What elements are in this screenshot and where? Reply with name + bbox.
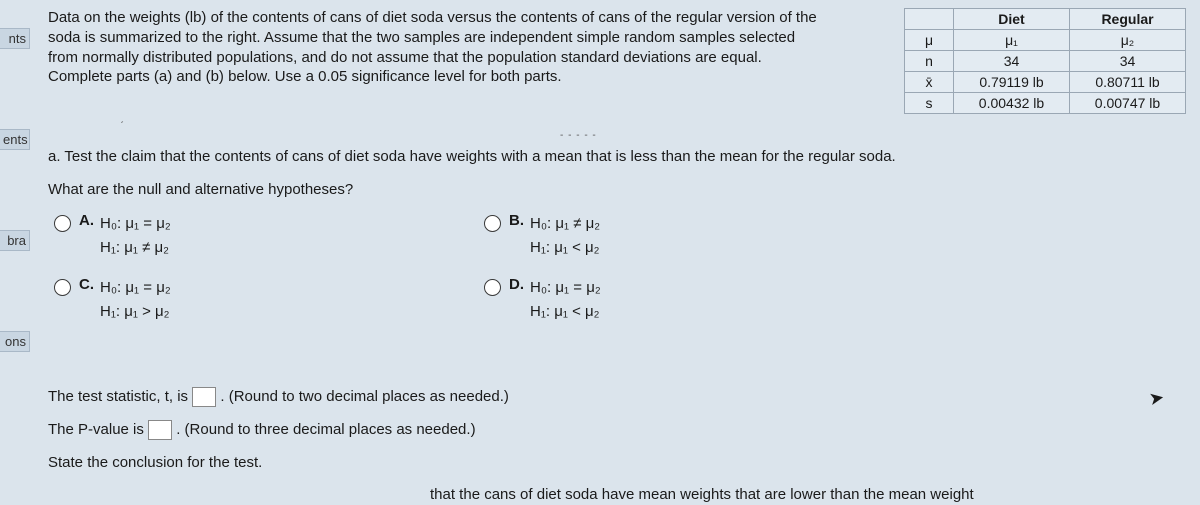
option-a[interactable]: A. H₀: μ₁ = μ₂ H₁: μ₁ ≠ μ₂ <box>54 212 484 260</box>
table-cell: 0.00747 lb <box>1070 93 1186 114</box>
option-d[interactable]: D. H₀: μ₁ = μ₂ H₁: μ₁ < μ₂ <box>484 276 914 324</box>
table-cell: 0.79119 lb <box>954 72 1070 93</box>
option-b[interactable]: B. H₀: μ₁ ≠ μ₂ H₁: μ₁ < μ₂ <box>484 212 914 260</box>
pval-pre: The P-value is <box>48 421 148 438</box>
radio-icon[interactable] <box>484 215 501 232</box>
t-statistic-input[interactable] <box>192 387 216 407</box>
p-value-input[interactable] <box>148 420 172 440</box>
conclusion-prompt: State the conclusion for the test. <box>48 446 509 479</box>
summary-data-table: Diet Regular μ μ₁ μ₂ n 34 34 x̄ 0.79119 … <box>904 8 1186 114</box>
tstat-pre: The test statistic, t, is <box>48 388 192 405</box>
option-h0: H₀: μ₁ = μ₂ <box>100 279 171 296</box>
numeric-answer-section: The test statistic, t, is . (Round to tw… <box>48 380 509 479</box>
table-cell: 34 <box>954 51 1070 72</box>
radio-icon[interactable] <box>54 279 71 296</box>
option-h0: H₀: μ₁ = μ₂ <box>530 279 601 296</box>
table-header-diet: Diet <box>954 9 1070 30</box>
option-c[interactable]: C. H₀: μ₁ = μ₂ H₁: μ₁ > μ₂ <box>54 276 484 324</box>
option-h1: H₁: μ₁ > μ₂ <box>100 303 170 320</box>
option-body: H₀: μ₁ = μ₂ H₁: μ₁ > μ₂ <box>100 276 171 324</box>
option-letter: D. <box>509 276 524 293</box>
table-cell: 0.00432 lb <box>954 93 1070 114</box>
left-tab: ents <box>0 129 30 150</box>
tstat-post: . (Round to two decimal places as needed… <box>220 388 509 405</box>
option-letter: B. <box>509 212 524 229</box>
problem-statement: Data on the weights (lb) of the contents… <box>48 8 828 87</box>
table-row-label: x̄ <box>905 72 954 93</box>
table-cell: μ₂ <box>1070 30 1186 51</box>
option-letter: A. <box>79 212 94 229</box>
page-root: nts ents bra ons Data on the weights (lb… <box>0 0 1200 505</box>
table-cell: 0.80711 lb <box>1070 72 1186 93</box>
hypothesis-options: A. H₀: μ₁ = μ₂ H₁: μ₁ ≠ μ₂ B. H₀: μ₁ ≠ μ… <box>54 212 954 340</box>
hypothesis-question: What are the null and alternative hypoth… <box>48 181 1138 198</box>
part-a-section: a. Test the claim that the contents of c… <box>48 148 1138 340</box>
left-tab-strip: nts ents bra ons <box>0 0 30 432</box>
option-body: H₀: μ₁ = μ₂ H₁: μ₁ ≠ μ₂ <box>100 212 171 260</box>
radio-icon[interactable] <box>54 215 71 232</box>
part-a-intro: a. Test the claim that the contents of c… <box>48 148 1138 165</box>
table-row-label: μ <box>905 30 954 51</box>
option-h0: H₀: μ₁ ≠ μ₂ <box>530 215 600 232</box>
option-body: H₀: μ₁ ≠ μ₂ H₁: μ₁ < μ₂ <box>530 212 600 260</box>
option-h1: H₁: μ₁ ≠ μ₂ <box>100 239 169 256</box>
option-h0: H₀: μ₁ = μ₂ <box>100 215 171 232</box>
mouse-cursor-icon: ➤ <box>1147 387 1166 410</box>
left-tab: ons <box>0 331 30 352</box>
table-header-blank <box>905 9 954 30</box>
p-value-line: The P-value is . (Round to three decimal… <box>48 413 509 446</box>
cursor-tick-mark: ˏ <box>120 112 124 124</box>
table-header-regular: Regular <box>1070 9 1186 30</box>
left-tab: bra <box>0 230 30 251</box>
pval-post: . (Round to three decimal places as need… <box>176 421 475 438</box>
table-row-label: s <box>905 93 954 114</box>
section-divider-dots: - - - - - <box>560 130 597 141</box>
table-row-label: n <box>905 51 954 72</box>
option-body: H₀: μ₁ = μ₂ H₁: μ₁ < μ₂ <box>530 276 601 324</box>
left-tab: nts <box>0 28 30 49</box>
table-cell: 34 <box>1070 51 1186 72</box>
table-cell: μ₁ <box>954 30 1070 51</box>
option-h1: H₁: μ₁ < μ₂ <box>530 303 600 320</box>
truncated-bottom-text: that the cans of diet soda have mean wei… <box>430 486 974 503</box>
option-letter: C. <box>79 276 94 293</box>
option-h1: H₁: μ₁ < μ₂ <box>530 239 600 256</box>
t-statistic-line: The test statistic, t, is . (Round to tw… <box>48 380 509 413</box>
radio-icon[interactable] <box>484 279 501 296</box>
